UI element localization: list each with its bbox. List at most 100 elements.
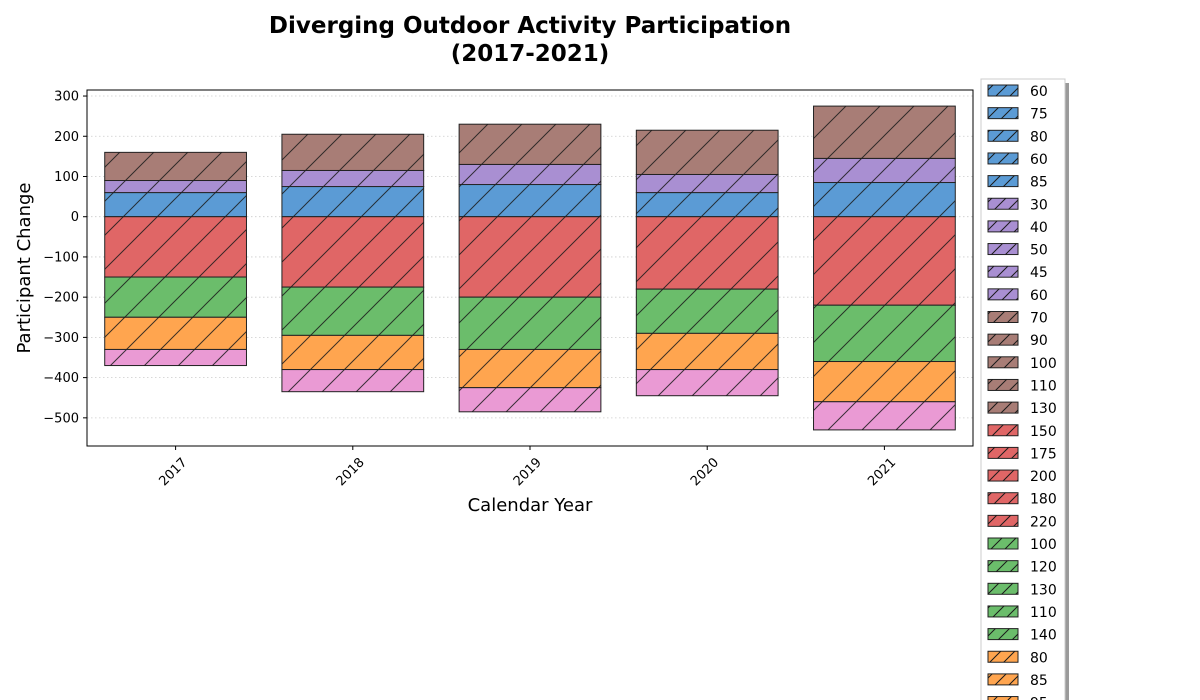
legend-entry-label: 200 <box>1030 469 1057 485</box>
bar-segment-hatch <box>459 124 601 165</box>
bar-segment-hatch <box>636 289 779 334</box>
bar-segment-hatch <box>104 317 247 350</box>
x-tick-label: 2021 <box>865 455 899 489</box>
legend-entry-label: 130 <box>1030 401 1057 417</box>
bar-segment-hatch <box>459 164 601 185</box>
legend-swatch-hatch <box>988 243 1018 255</box>
legend-entry-label: 110 <box>1030 605 1057 621</box>
legend: 60 75 80 60 85 30 40 50 45 60 70 90 100 110 130 150 175 2… <box>980 78 1069 700</box>
legend-entry-label: 40 <box>1030 220 1048 236</box>
legend-swatch-hatch <box>988 107 1018 119</box>
bar-segment-hatch <box>459 349 601 388</box>
y-axis-label: Participant Change <box>14 183 35 354</box>
legend-swatch-hatch <box>988 470 1018 482</box>
legend-entry-label: 130 <box>1030 582 1057 598</box>
bar-segment-hatch <box>813 305 956 362</box>
bar-segment-hatch <box>281 216 424 288</box>
legend-entry-label: 85 <box>1030 175 1048 191</box>
legend-swatch-hatch <box>988 402 1018 414</box>
bar-segment-hatch <box>281 186 424 217</box>
legend-swatch-hatch <box>988 220 1018 232</box>
legend-swatch-hatch <box>988 673 1018 685</box>
y-tick-label: −400 <box>43 371 79 386</box>
bar-segment-hatch <box>636 130 779 175</box>
legend-entry-label: 45 <box>1030 265 1048 281</box>
legend-entry-label: 100 <box>1030 356 1057 372</box>
legend-swatch-hatch <box>988 583 1018 595</box>
y-axis: 300 200 100 0 −100 −200 −300 −400 −500 <box>43 90 87 426</box>
legend-entry-label: 100 <box>1030 537 1057 553</box>
bar-segment-hatch <box>636 369 779 396</box>
y-tick-label: −500 <box>43 411 79 426</box>
legend-swatch-hatch <box>988 175 1018 187</box>
bar-segment-hatch <box>459 387 601 412</box>
chart-title-line-2: (2017-2021) <box>451 41 610 67</box>
legend-swatch-hatch <box>988 492 1018 504</box>
legend-swatch-hatch <box>988 605 1018 617</box>
chart-title-line-1: Diverging Outdoor Activity Participation <box>269 13 791 39</box>
bar-segment-hatch <box>813 361 956 402</box>
legend-swatch-hatch <box>988 198 1018 210</box>
legend-swatch-hatch <box>988 311 1018 323</box>
legend-entry-label: 95 <box>1030 696 1048 700</box>
legend-entry-label: 60 <box>1030 84 1048 100</box>
legend-swatch-hatch <box>988 266 1018 278</box>
legend-entry-label: 60 <box>1030 288 1048 304</box>
bar-segment-hatch <box>281 369 424 392</box>
legend-swatch-hatch <box>988 130 1018 142</box>
bars-group <box>104 105 956 431</box>
legend-entry-label: 220 <box>1030 514 1057 530</box>
legend-entry-label: 85 <box>1030 673 1048 689</box>
legend-entry-label: 175 <box>1030 446 1057 462</box>
bar-segment-hatch <box>636 174 779 193</box>
legend-entry-label: 150 <box>1030 424 1057 440</box>
bar-segment-hatch <box>281 134 424 171</box>
x-axis: 2017 2018 2019 2020 2021 <box>156 446 899 489</box>
legend-swatch-hatch <box>988 628 1018 640</box>
y-tick-label: 100 <box>54 170 79 185</box>
legend-swatch-hatch <box>988 651 1018 663</box>
legend-entry-label: 75 <box>1030 107 1048 123</box>
legend-swatch-hatch <box>988 515 1018 527</box>
bar-segment-hatch <box>813 216 956 306</box>
bar-segment-hatch <box>459 216 601 298</box>
x-tick-label: 2018 <box>334 455 368 489</box>
y-tick-label: 200 <box>54 130 79 145</box>
legend-entry-label: 70 <box>1030 311 1048 327</box>
bar-segment-hatch <box>636 216 779 290</box>
bar-segment-hatch <box>813 158 956 183</box>
bar-segment-hatch <box>281 287 424 336</box>
y-tick-label: −300 <box>43 331 79 346</box>
legend-swatch-hatch <box>988 334 1018 346</box>
y-tick-label: 0 <box>71 210 79 225</box>
legend-swatch-hatch <box>988 560 1018 572</box>
bar-segment-hatch <box>636 192 779 217</box>
x-tick-label: 2019 <box>511 455 545 489</box>
bar-segment-hatch <box>813 401 956 430</box>
bar-segment-hatch <box>104 180 247 193</box>
legend-swatch-hatch <box>988 356 1018 368</box>
legend-entry-label: 80 <box>1030 650 1048 666</box>
x-axis-label: Calendar Year <box>468 495 593 516</box>
bar-segment-hatch <box>281 170 424 187</box>
legend-swatch-hatch <box>988 288 1018 300</box>
legend-swatch-hatch <box>988 424 1018 436</box>
legend-entry-label: 140 <box>1030 628 1057 644</box>
x-tick-label: 2017 <box>156 455 190 489</box>
y-tick-label: −200 <box>43 291 79 306</box>
legend-entry-label: 60 <box>1030 152 1048 168</box>
bar-segment-hatch <box>459 297 601 350</box>
bar-segment-hatch <box>104 152 247 181</box>
legend-entry-label: 120 <box>1030 560 1057 576</box>
bar-segment-hatch <box>281 335 424 370</box>
bar-segment-hatch <box>813 182 956 217</box>
bar-segment-hatch <box>104 216 247 278</box>
legend-entry-label: 90 <box>1030 333 1048 349</box>
legend-swatch-hatch <box>988 379 1018 391</box>
legend-swatch-hatch <box>988 152 1018 164</box>
bar-segment-hatch <box>104 349 247 366</box>
legend-swatch-hatch <box>988 696 1018 700</box>
legend-entry-label: 50 <box>1030 243 1048 259</box>
y-tick-label: −100 <box>43 250 79 265</box>
